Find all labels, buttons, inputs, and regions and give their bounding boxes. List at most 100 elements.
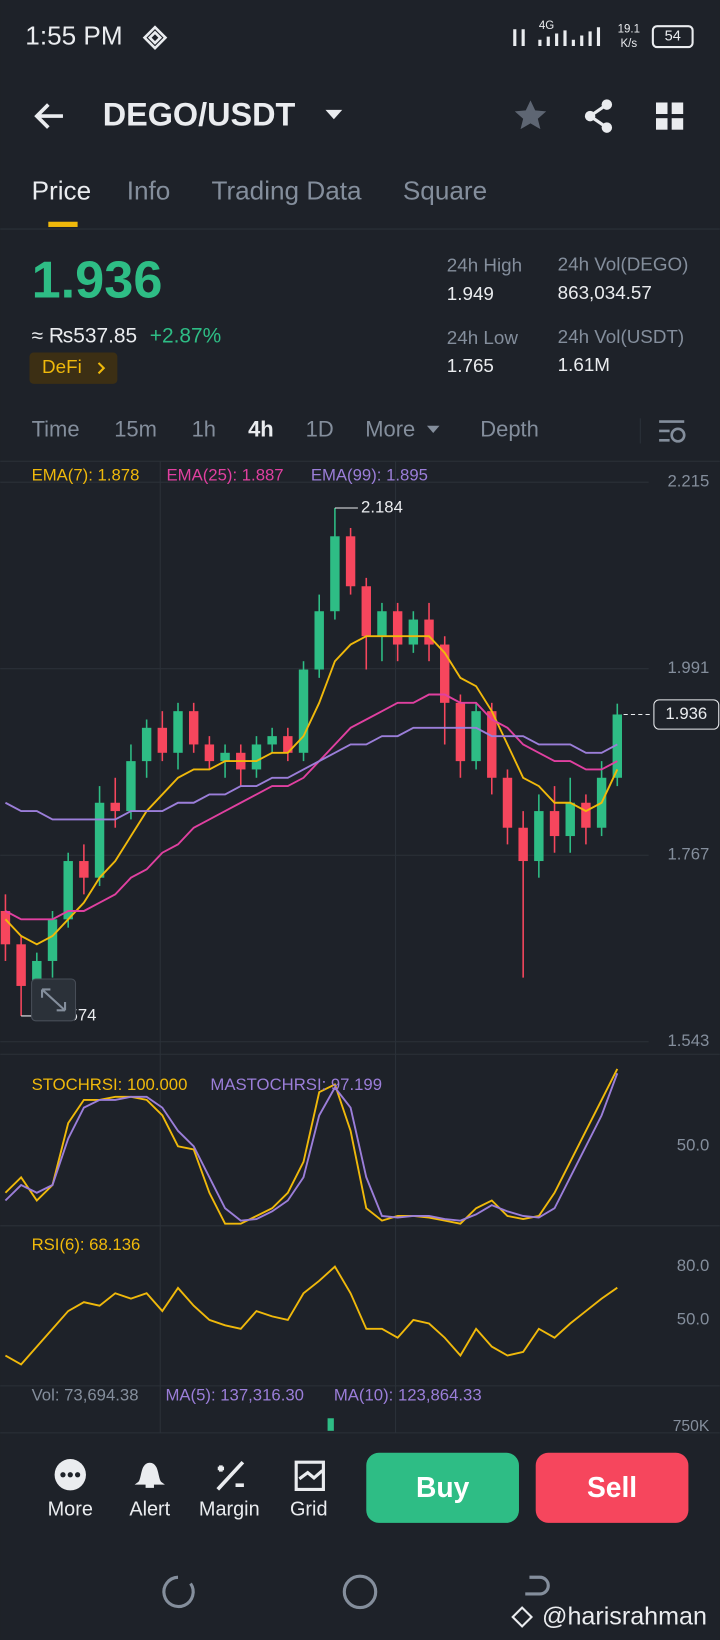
toolbar-label[interactable]: Margin xyxy=(199,1499,260,1521)
tag-arrow xyxy=(97,362,106,375)
fiat-price: ≈ ₨537.85 xyxy=(32,324,138,347)
toolbar-label[interactable]: More xyxy=(48,1499,93,1521)
margin-icon[interactable] xyxy=(216,1460,245,1491)
indicator-line xyxy=(4,1072,619,1222)
last-price-label: 1.936 xyxy=(665,704,707,723)
chart-settings-knob xyxy=(670,427,686,443)
candle-body xyxy=(330,536,340,612)
candle-body xyxy=(173,711,183,753)
recents-button[interactable] xyxy=(162,1575,195,1609)
candle-body xyxy=(361,586,371,637)
volume-label: MA(5): 137,316.30 xyxy=(165,1386,303,1405)
interval[interactable]: 1D xyxy=(306,417,334,442)
buy-label[interactable]: Buy xyxy=(416,1471,470,1503)
toolbar-label[interactable]: Grid xyxy=(290,1499,328,1521)
y-tick-label: 50.0 xyxy=(677,1309,710,1328)
candle-body xyxy=(283,736,293,753)
candle-body xyxy=(455,702,466,762)
sell-button[interactable] xyxy=(535,1452,689,1523)
home-button[interactable] xyxy=(342,1574,378,1610)
interval[interactable]: 1h xyxy=(192,417,216,442)
battery xyxy=(651,25,694,49)
candle-body xyxy=(63,861,73,920)
indicator-line xyxy=(4,635,619,946)
candle-body xyxy=(251,744,262,770)
candle-body xyxy=(298,669,309,753)
candle-body xyxy=(220,752,230,762)
tab[interactable]: Square xyxy=(403,175,487,205)
interval[interactable]: 4h xyxy=(248,417,274,442)
candle-body xyxy=(377,611,387,637)
candle-body xyxy=(502,777,513,828)
candle-body xyxy=(581,802,591,828)
candle-body xyxy=(79,861,89,878)
tab[interactable]: Trading Data xyxy=(211,175,362,205)
signal-icon xyxy=(513,27,601,47)
indicator-line xyxy=(4,1265,618,1366)
candle-body xyxy=(392,611,403,645)
y-tick-label: 1.991 xyxy=(667,658,709,677)
tab[interactable]: Info xyxy=(127,175,171,205)
watermark-icon xyxy=(511,1606,534,1628)
candle-body xyxy=(549,811,560,837)
alert-icon[interactable] xyxy=(134,1462,165,1488)
toolbar-label[interactable]: Alert xyxy=(129,1499,170,1521)
legend-entry: EMA(7): 1.878 xyxy=(32,465,140,484)
y-tick-label: 80.0 xyxy=(677,1256,710,1275)
y-tick-label: 1.543 xyxy=(667,1031,709,1050)
last-price-box xyxy=(653,699,720,730)
candle-body xyxy=(534,811,544,862)
volume-label: Vol: 73,694.38 xyxy=(32,1386,139,1405)
buy-button[interactable] xyxy=(366,1452,519,1523)
volume-label: MA(10): 123,864.33 xyxy=(334,1386,482,1405)
back-nav-button[interactable] xyxy=(525,1575,550,1596)
tab-indicator xyxy=(48,221,78,227)
candle-body xyxy=(487,711,497,778)
pair-title[interactable]: DEGO/USDT xyxy=(103,97,296,133)
candle-body xyxy=(267,736,277,745)
sell-label[interactable]: Sell xyxy=(587,1471,637,1503)
tag-label[interactable]: DeFi xyxy=(42,356,82,377)
candle-body xyxy=(32,960,42,986)
tag-chip[interactable] xyxy=(29,352,118,384)
candle-body xyxy=(612,714,623,778)
candle-body xyxy=(440,644,450,703)
status-speed: 19.1 xyxy=(618,23,640,35)
y-tick-label: 1.767 xyxy=(667,845,709,864)
candle-body xyxy=(518,827,528,862)
interval[interactable]: 15m xyxy=(114,417,157,442)
status-icon xyxy=(142,25,168,50)
stat-label: 24h Vol(USDT) xyxy=(558,326,685,347)
interval[interactable]: Depth xyxy=(480,417,539,442)
status-network: 4G xyxy=(539,20,554,32)
battery-level: 54 xyxy=(665,28,681,44)
stat-label: 24h Low xyxy=(447,327,519,348)
grid-icon[interactable] xyxy=(294,1460,325,1491)
indicator-line xyxy=(4,1068,619,1225)
candle-body xyxy=(204,744,215,762)
candle-body xyxy=(16,944,26,986)
favorite-button[interactable] xyxy=(514,100,547,130)
volume-bar xyxy=(327,1418,334,1431)
interval[interactable]: More xyxy=(365,417,415,442)
candle-body xyxy=(408,619,419,645)
pair-dropdown[interactable] xyxy=(325,109,343,120)
grid-button[interactable] xyxy=(655,102,684,130)
stat-value: 1.949 xyxy=(447,283,494,304)
candle-body xyxy=(0,911,11,945)
legend-entry: EMA(25): 1.887 xyxy=(167,465,284,484)
watermark: @harisrahman xyxy=(542,1603,707,1631)
interval[interactable]: Time xyxy=(32,417,80,442)
high-label: 2.184 xyxy=(361,497,403,516)
chart-settings[interactable] xyxy=(659,420,685,442)
share-button[interactable] xyxy=(584,99,613,133)
legend-entry: EMA(99): 1.895 xyxy=(311,465,428,484)
y-tick-label: 50.0 xyxy=(677,1136,710,1155)
candle-body xyxy=(565,802,575,837)
candle-body xyxy=(424,619,434,645)
back-button[interactable] xyxy=(34,103,63,129)
tab[interactable]: Price xyxy=(32,175,92,205)
more-dropdown[interactable] xyxy=(426,425,440,434)
y-tick-label: 2.215 xyxy=(667,472,709,491)
